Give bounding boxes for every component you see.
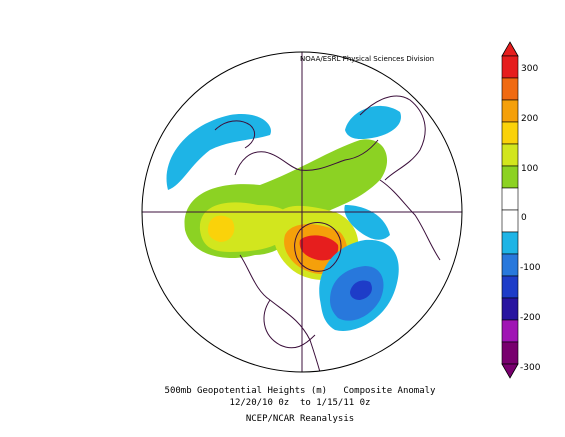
colorbar-bottom-arrow bbox=[501, 363, 519, 379]
colorbar-tick-label: -200 bbox=[520, 313, 541, 323]
colorbar-segment bbox=[501, 319, 519, 343]
colorbar bbox=[501, 41, 519, 379]
colorbar-top-arrow bbox=[501, 41, 519, 57]
positive-anomaly-core-west bbox=[208, 215, 235, 242]
colorbar-tick-label: 0 bbox=[521, 213, 527, 223]
colorbar-segment bbox=[501, 253, 519, 277]
caption-dates: 12/20/10 0z to 1/15/11 0z bbox=[229, 398, 371, 408]
coastlines bbox=[214, 95, 441, 372]
negative-anomaly-europe bbox=[345, 105, 401, 140]
map-border bbox=[141, 51, 463, 373]
colorbar-tick-label: 300 bbox=[521, 64, 539, 74]
colorbar-segment bbox=[501, 143, 519, 167]
colorbar-segment bbox=[501, 341, 519, 365]
colorbar-segment bbox=[501, 209, 519, 233]
colorbar-segment bbox=[501, 77, 519, 101]
colorbar-segment bbox=[501, 165, 519, 189]
credit-label: NOAA/ESRL Physical Sciences Division bbox=[300, 55, 435, 63]
colorbar-tick-label: 100 bbox=[521, 164, 539, 174]
colorbar-tick-label: -100 bbox=[520, 263, 541, 273]
colorbar-segment bbox=[501, 99, 519, 123]
negative-anomaly-atlantic-core bbox=[350, 280, 372, 300]
colorbar-segment bbox=[501, 297, 519, 321]
colorbar-segment bbox=[501, 187, 519, 211]
colorbar-tick-label: 200 bbox=[521, 114, 539, 124]
colorbar-tick-label: -300 bbox=[520, 363, 541, 373]
negative-anomaly-pacific bbox=[166, 114, 271, 190]
greenland-ridge-core bbox=[299, 235, 339, 261]
colorbar-segment bbox=[501, 55, 519, 79]
caption-source: NCEP/NCAR Reanalysis bbox=[245, 414, 355, 424]
negative-anomaly-west-atlantic bbox=[344, 205, 390, 240]
colorbar-segment bbox=[501, 231, 519, 255]
colorbar-segment bbox=[501, 275, 519, 299]
anomaly-shading bbox=[166, 105, 401, 331]
colorbar-segment bbox=[501, 121, 519, 145]
caption-title: 500mb Geopotential Heights (m) Composite… bbox=[164, 386, 436, 396]
